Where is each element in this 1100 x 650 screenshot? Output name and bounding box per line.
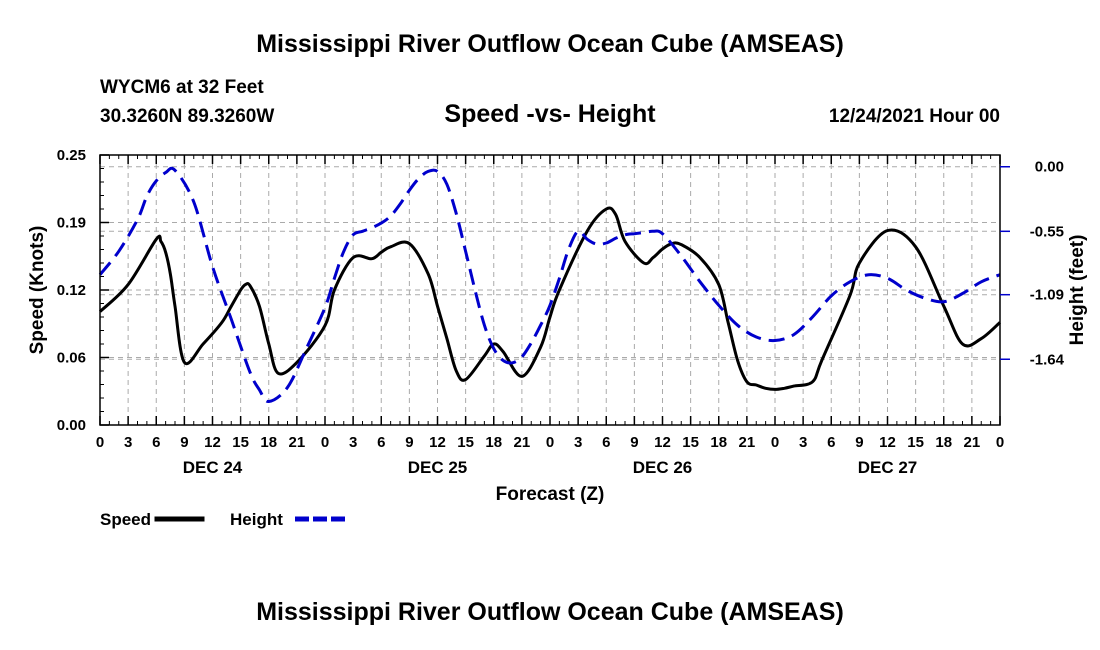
- series-line-speed: [98, 206, 1002, 391]
- x-tick-label: 3: [574, 434, 582, 451]
- x-tick-label: 9: [855, 434, 863, 451]
- y2-tick-label: -0.55: [1030, 223, 1064, 240]
- x-tick-label: 12: [879, 434, 896, 451]
- x-tick-label: 3: [799, 434, 807, 451]
- x-tick-label: 0: [321, 434, 329, 451]
- x-tick-label: 6: [602, 434, 610, 451]
- x-tick-label: 9: [180, 434, 188, 451]
- station-label: WYCM6 at 32 Feet: [100, 77, 264, 98]
- day-label: DEC 27: [858, 458, 918, 477]
- y2-tick-label: -1.64: [1030, 351, 1065, 368]
- y-tick-label: 0.19: [57, 215, 86, 232]
- x-tick-label: 21: [289, 434, 306, 451]
- series-line-height: [98, 166, 1001, 403]
- x-tick-label: 12: [429, 434, 446, 451]
- day-label: DEC 24: [183, 458, 243, 477]
- legend-label-speed: Speed: [100, 510, 151, 529]
- y-tick-label: 0.12: [57, 282, 86, 299]
- chart-subtitle: Speed -vs- Height: [444, 100, 656, 128]
- x-tick-label: 15: [232, 434, 249, 451]
- x-tick-label: 12: [654, 434, 671, 451]
- x-tick-label: 6: [377, 434, 385, 451]
- legend: Speed Height: [100, 510, 345, 529]
- x-tick-label: 21: [514, 434, 531, 451]
- coordinates-label: 30.3260N 89.3260W: [100, 106, 275, 127]
- chart-title: Mississippi River Outflow Ocean Cube (AM…: [256, 30, 844, 58]
- x-tick-label: 3: [349, 434, 357, 451]
- y-tick-label: 0.25: [57, 147, 86, 164]
- y-tick-label: 0.06: [57, 350, 86, 367]
- axes-group: 0 3 6 9 12 15 18 21 0 3 6 9 12 15 18 21 0 3 6 9 12 15 18 21 0 3 6 9…: [57, 147, 1065, 477]
- x-tick-label: 0: [546, 434, 554, 451]
- y2-tick-label: -1.09: [1030, 287, 1064, 304]
- series-group: [98, 166, 1002, 403]
- x-axis-label: Forecast (Z): [496, 484, 605, 505]
- datetime-label: 12/24/2021 Hour 00: [828, 106, 1000, 127]
- x-tick-label: 12: [204, 434, 221, 451]
- y2-axis-label: Height (feet): [1067, 235, 1088, 346]
- legend-label-height: Height: [230, 510, 283, 529]
- x-tick-label: 18: [935, 434, 952, 451]
- x-tick-label: 0: [996, 434, 1004, 451]
- x-tick-label: 9: [630, 434, 638, 451]
- day-label: DEC 25: [408, 458, 468, 477]
- x-tick-label: 3: [124, 434, 132, 451]
- y-axis-label: Speed (Knots): [27, 226, 48, 355]
- x-tick-label: 15: [907, 434, 924, 451]
- repeated-chart-title: Mississippi River Outflow Ocean Cube (AM…: [256, 598, 844, 626]
- x-tick-label: 21: [964, 434, 981, 451]
- x-tick-label: 21: [739, 434, 756, 451]
- x-tick-label: 9: [405, 434, 413, 451]
- x-tick-label: 15: [457, 434, 474, 451]
- day-label: DEC 26: [633, 458, 693, 477]
- x-tick-label: 0: [96, 434, 104, 451]
- x-tick-label: 6: [827, 434, 835, 451]
- x-tick-label: 0: [771, 434, 779, 451]
- y-tick-label: 0.00: [57, 417, 86, 434]
- grid-lines: [100, 155, 1000, 425]
- x-tick-label: 6: [152, 434, 160, 451]
- x-tick-label: 18: [710, 434, 727, 451]
- x-tick-label: 15: [682, 434, 699, 451]
- x-tick-label: 18: [485, 434, 502, 451]
- x-tick-label: 18: [260, 434, 277, 451]
- y2-tick-label: 0.00: [1035, 159, 1064, 176]
